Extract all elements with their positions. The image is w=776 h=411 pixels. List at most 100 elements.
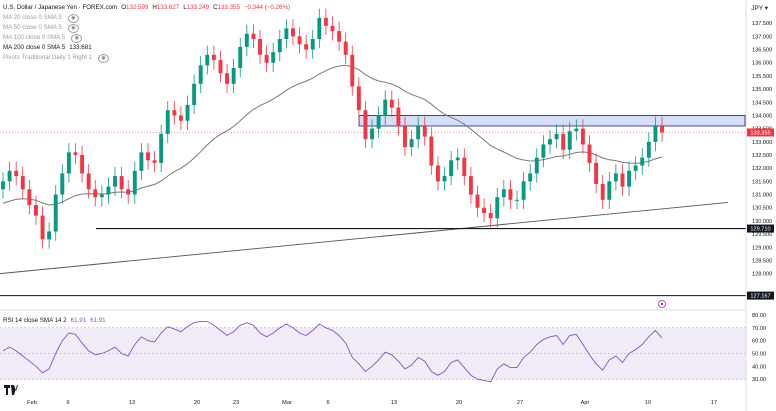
price-tick-label: 131.500 — [752, 179, 772, 185]
candle-body — [449, 160, 454, 177]
indicator-pivots[interactable]: Pivots Traditional Daily 1 Right 1 ◉ — [3, 53, 290, 63]
current-price-badge — [747, 128, 774, 137]
indicator-ma20[interactable]: MA 20 close 0 SMA 5 ◉ — [3, 13, 290, 23]
price-tick-label: 129.500 — [752, 232, 772, 238]
candle-body — [192, 83, 197, 105]
candle-body — [86, 173, 91, 190]
time-tick-label: 27 — [517, 400, 523, 406]
candle-body — [178, 115, 183, 121]
candle-body — [561, 133, 566, 150]
eye-icon[interactable]: ◉ — [71, 33, 83, 43]
candle-body — [284, 28, 289, 39]
candle-body — [376, 115, 381, 129]
candle-body — [258, 39, 262, 55]
candle-body — [633, 165, 638, 171]
candle-body — [594, 162, 599, 184]
candle-body — [653, 126, 658, 142]
indicator-ma200[interactable]: MA 200 close 0 SMA 5 133.681 — [3, 44, 92, 51]
support-price-badge-text: 129.710 — [750, 227, 770, 233]
candle-body — [422, 126, 427, 137]
candle-body — [640, 157, 645, 166]
time-tick-label: Feb — [27, 400, 37, 406]
candles — [1, 8, 664, 249]
time-tick-label: 13 — [391, 400, 397, 406]
candle-body — [350, 54, 355, 87]
candle-body — [205, 54, 210, 66]
candle-body — [475, 194, 480, 208]
eye-icon[interactable]: ◉ — [98, 53, 110, 63]
time-axis[interactable]: Feb 6 13 20 23 Mar 6 13 20 27 Apr 10 17 — [27, 400, 717, 406]
time-tick-label: 10 — [645, 400, 651, 406]
candle-body — [119, 176, 124, 190]
candle-body — [185, 104, 190, 121]
resistance-zone[interactable] — [358, 115, 746, 127]
time-tick-label: Mar — [282, 400, 292, 406]
tradingview-logo-icon — [4, 385, 18, 397]
price-tick-label: 129.000 — [752, 245, 772, 251]
candle-body — [132, 170, 137, 195]
candle-body — [211, 54, 216, 61]
candle-body — [7, 170, 12, 182]
indicator-legend: U.S. Dollar / Japanese Yen · FOREX.com O… — [3, 3, 290, 63]
rsi-pane[interactable]: 80.00 70.00 60.00 50.00 40.00 30.00 — [0, 313, 766, 383]
candle-body — [620, 173, 625, 187]
rsi-label: RSI 14 close SMA 14 2 — [3, 317, 67, 324]
support-price-badge — [747, 224, 774, 233]
low-price-badge-text: 127.167 — [750, 294, 770, 300]
candle-body — [515, 199, 519, 201]
candle-body — [495, 197, 500, 219]
alert-marker-dot-icon — [660, 302, 664, 306]
candle-body — [607, 181, 612, 200]
candle-body — [126, 189, 131, 195]
price-axis[interactable]: 137.500 137.000 136.500 136.000 135.500 135.0… — [745, 0, 774, 411]
time-tick-label: 6 — [326, 400, 329, 406]
candle-body — [548, 139, 552, 145]
price-tick-label: 134.500 — [752, 100, 772, 106]
indicator-ma100[interactable]: MA 100 close 0 SMA 5 ◉ — [3, 33, 290, 43]
candle-body — [541, 144, 546, 158]
candle-body — [521, 181, 526, 200]
candle-body — [14, 170, 19, 177]
price-tick-label: 130.000 — [752, 219, 772, 225]
candle-body — [159, 133, 164, 163]
trendline[interactable] — [0, 202, 729, 275]
candle-body — [323, 17, 328, 26]
instrument-title: U.S. Dollar / Japanese Yen · FOREX.com — [3, 4, 118, 11]
candle-body — [53, 194, 58, 232]
candle-body — [40, 215, 45, 240]
candle-body — [508, 189, 513, 200]
ohlc-high: H133.627 — [152, 4, 180, 11]
price-tick-label: 133.000 — [752, 140, 772, 146]
candle-body — [646, 141, 651, 158]
eye-icon[interactable]: ◉ — [67, 23, 79, 33]
candle-body — [146, 152, 150, 161]
candle-body — [442, 176, 447, 182]
indicator-ma50[interactable]: MA 50 close 0 SMA 5 ◉ — [3, 23, 290, 33]
candle-body — [356, 86, 361, 111]
candle-body — [244, 33, 249, 47]
candle-body — [297, 36, 302, 45]
currency-label[interactable]: JPY ▾ — [751, 5, 768, 12]
time-tick-label: 6 — [66, 400, 69, 406]
ohlc-open: O132.599 — [121, 4, 149, 11]
ohlc-low: L133.249 — [183, 4, 210, 11]
candle-body — [416, 126, 421, 140]
time-tick-label: 17 — [711, 400, 717, 406]
candle-body — [291, 28, 295, 37]
candle-body — [66, 152, 71, 174]
candle-body — [277, 39, 282, 53]
candle-body — [1, 181, 5, 190]
price-tick-label: 128.500 — [752, 258, 772, 264]
time-tick-label: 23 — [233, 400, 239, 406]
candle-body — [587, 144, 592, 163]
price-tick-label: 132.000 — [752, 166, 772, 172]
candle-body — [554, 133, 559, 140]
candle-body — [165, 110, 170, 134]
price-tick-label: 132.500 — [752, 153, 772, 159]
time-tick-label: 20 — [456, 400, 462, 406]
candle-body — [567, 131, 572, 150]
instrument-header: U.S. Dollar / Japanese Yen · FOREX.com O… — [3, 3, 290, 13]
candle-body — [627, 170, 632, 187]
eye-icon[interactable]: ◉ — [67, 13, 79, 23]
